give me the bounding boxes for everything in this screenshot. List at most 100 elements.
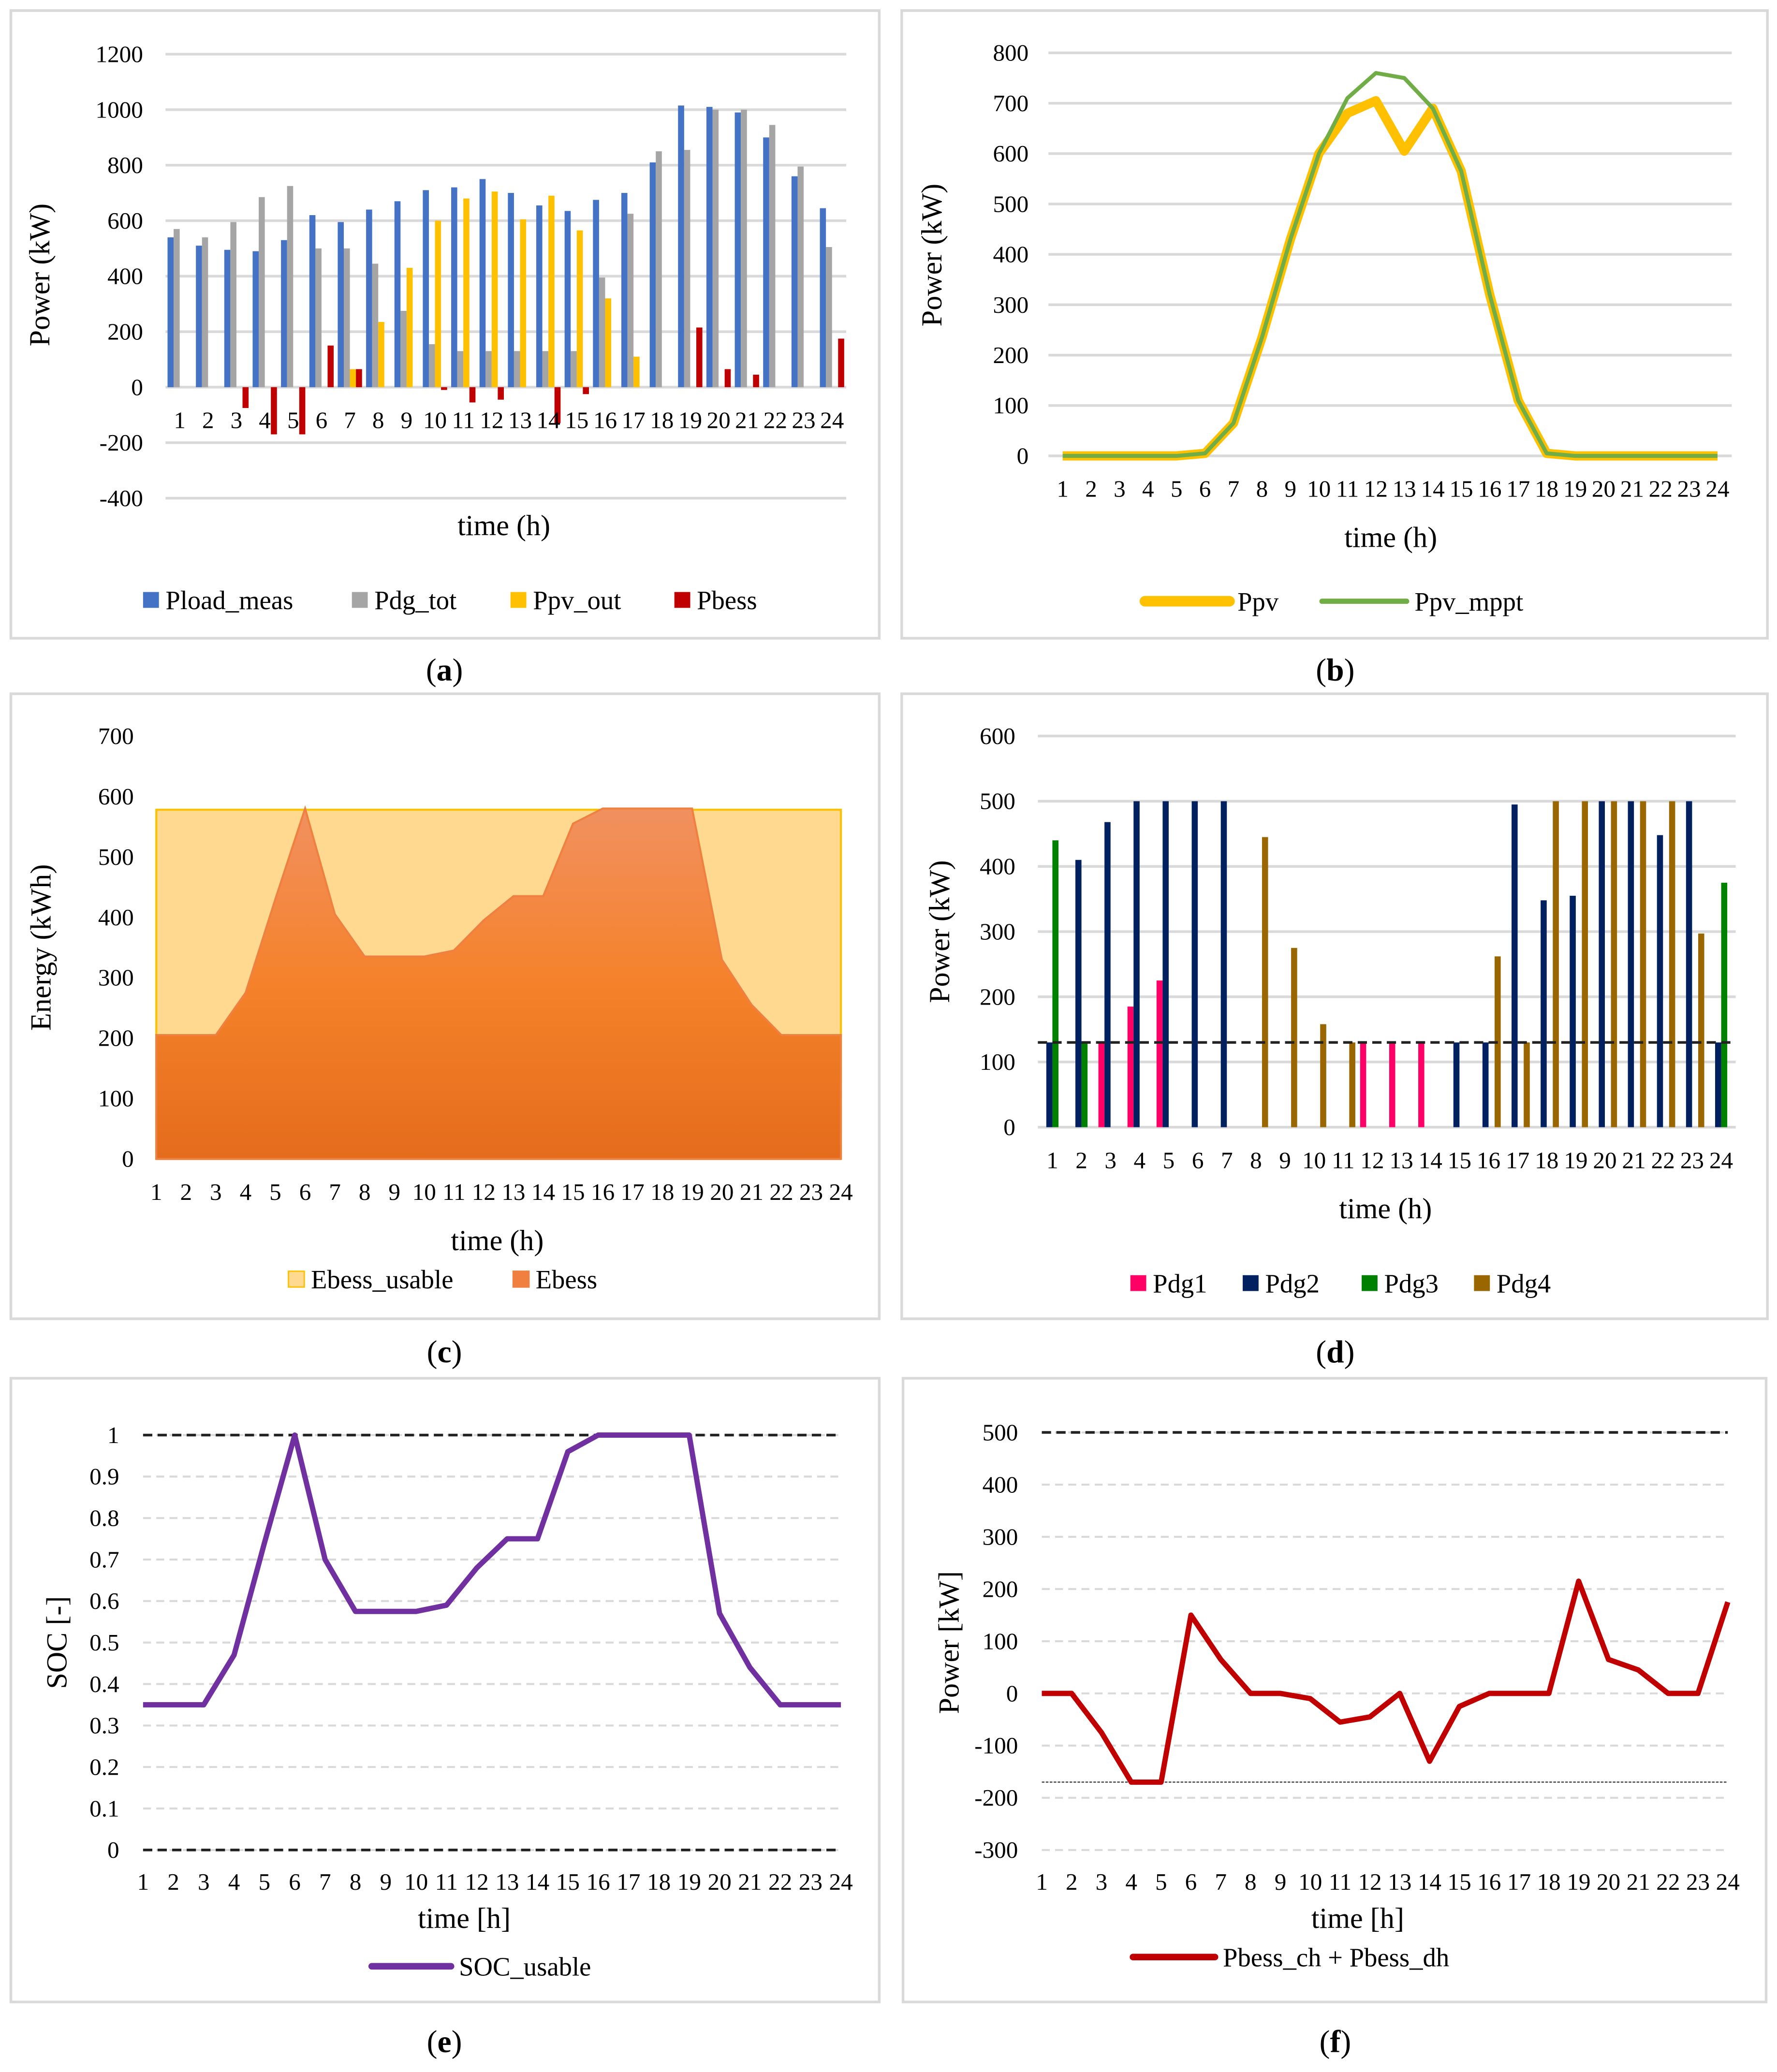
x-tick-label: 8 (350, 1868, 362, 1895)
x-tick-label: 12 (1360, 1147, 1384, 1173)
x-tick-label: 5 (287, 407, 299, 434)
x-tick-label: 9 (1275, 1868, 1287, 1895)
bar-pdg_tot-h13 (514, 351, 520, 387)
x-tick-label: 17 (617, 1868, 640, 1895)
legend-label: Ppv_mppt (1414, 587, 1523, 616)
caption-paren: ) (1344, 1335, 1355, 1370)
x-tick-label: 24 (829, 1179, 853, 1205)
x-tick-label: 12 (472, 1179, 496, 1205)
bar-pdg2-h5 (1162, 801, 1169, 1127)
panel-border (9, 1377, 881, 2003)
bar-pdg_tot-h11 (457, 351, 464, 387)
y-tick-label: 200 (983, 1576, 1018, 1602)
caption-paren: ) (1344, 653, 1355, 688)
x-tick-label: 10 (1298, 1868, 1322, 1895)
x-tick-label: 9 (380, 1868, 392, 1895)
panel-caption: (c) (427, 1335, 462, 1370)
x-tick-label: 17 (1506, 1147, 1529, 1173)
bar-pdg_tot-h3 (230, 222, 236, 387)
y-tick-label: 200 (107, 318, 143, 345)
bar-pdg_tot-h21 (741, 109, 747, 387)
bar-pdg4-h23 (1698, 934, 1704, 1127)
x-tick-label: 18 (1535, 1147, 1558, 1173)
caption-paren: ( (1316, 1335, 1326, 1370)
x-tick-label: 1 (1036, 1868, 1048, 1895)
y-tick-label: 600 (980, 723, 1015, 749)
legend-label: Ppv (1237, 587, 1279, 616)
bar-ppv_out-h13 (520, 219, 527, 387)
x-tick-label: 2 (1066, 1868, 1078, 1895)
x-tick-label: 2 (202, 407, 214, 434)
x-tick-label: 16 (1478, 476, 1501, 502)
x-tick-label: 8 (1245, 1868, 1257, 1895)
y-tick-label: 400 (983, 1471, 1018, 1498)
x-tick-label: 4 (1125, 1868, 1137, 1895)
x-axis-title: time [h] (418, 1902, 511, 1935)
y-tick-label: 700 (993, 90, 1028, 117)
x-tick-label: 8 (359, 1179, 371, 1205)
x-tick-label: 15 (561, 1179, 585, 1205)
x-tick-label: 4 (228, 1868, 240, 1895)
legend-label: Pdg1 (1153, 1269, 1207, 1298)
x-tick-label: 20 (706, 407, 730, 434)
bar-pbess-h24 (838, 338, 844, 387)
x-tick-label: 4 (259, 407, 271, 434)
y-tick-label: 500 (980, 788, 1015, 815)
y-tick-label: 0 (1006, 1680, 1018, 1707)
x-tick-label: 10 (1307, 476, 1331, 502)
bar-pload_meas-h13 (508, 193, 514, 387)
legend-label: Ebess (536, 1265, 598, 1294)
x-axis-title: time [h] (1311, 1902, 1404, 1935)
caption-letter: a (437, 653, 453, 688)
x-tick-label: 13 (508, 407, 532, 434)
x-tick-label: 14 (537, 407, 560, 434)
bar-pdg2-h18 (1541, 900, 1547, 1127)
bar-ppv_out-h14 (548, 195, 555, 387)
bar-pload_meas-h17 (621, 193, 628, 387)
bar-pdg_tot-h2 (202, 237, 208, 387)
x-tick-label: 16 (1477, 1147, 1500, 1173)
legend-swatch-pdg_tot (352, 592, 368, 608)
bar-pdg_tot-h10 (428, 344, 435, 387)
bar-pdg_tot-h22 (769, 125, 776, 387)
bar-pdg4-h11 (1349, 1042, 1355, 1127)
x-tick-label: 22 (1649, 476, 1673, 502)
legend-label: Pload_meas (165, 585, 293, 615)
legend-label: Pdg3 (1384, 1269, 1439, 1298)
bar-pdg_tot-h5 (287, 186, 294, 387)
bar-pbess-h5 (299, 387, 306, 435)
bar-pload_meas-h16 (593, 200, 599, 387)
x-tick-label: 13 (495, 1868, 519, 1895)
x-tick-label: 22 (764, 407, 787, 434)
y-tick-label: 1000 (95, 96, 143, 123)
legend-label: Pdg4 (1497, 1269, 1551, 1298)
y-tick-label: 100 (980, 1049, 1015, 1075)
x-tick-label: 24 (829, 1868, 853, 1895)
x-tick-label: 3 (1104, 1147, 1116, 1173)
y-tick-label: 300 (980, 918, 1015, 945)
bar-pload_meas-h18 (649, 162, 656, 387)
y-tick-label: 200 (98, 1025, 134, 1051)
x-tick-label: 5 (1155, 1868, 1167, 1895)
x-tick-label: 19 (677, 1868, 701, 1895)
x-tick-label: 10 (412, 1179, 436, 1205)
bar-pdg2-h17 (1512, 804, 1518, 1127)
bar-pdg_tot-h12 (485, 351, 492, 387)
bar-pbess-h15 (583, 387, 589, 394)
x-tick-label: 7 (319, 1868, 331, 1895)
area-ebess (155, 805, 842, 1160)
x-tick-label: 12 (1358, 1868, 1381, 1895)
x-tick-label: 15 (1449, 476, 1473, 502)
x-tick-label: 17 (622, 407, 646, 434)
panel-caption: (d) (1316, 1335, 1354, 1370)
x-tick-label: 19 (1567, 1868, 1590, 1895)
legend-swatch-pdg4 (1474, 1275, 1490, 1291)
x-tick-label: 13 (1389, 1147, 1413, 1173)
x-tick-label: 9 (401, 407, 413, 434)
bar-pdg2-h4 (1133, 801, 1140, 1127)
y-tick-label: 200 (993, 342, 1028, 368)
x-tick-label: 9 (1284, 476, 1296, 502)
legend-swatch-pdg3 (1362, 1275, 1378, 1291)
x-tick-label: 9 (388, 1179, 400, 1205)
x-tick-label: 6 (1192, 1147, 1204, 1173)
